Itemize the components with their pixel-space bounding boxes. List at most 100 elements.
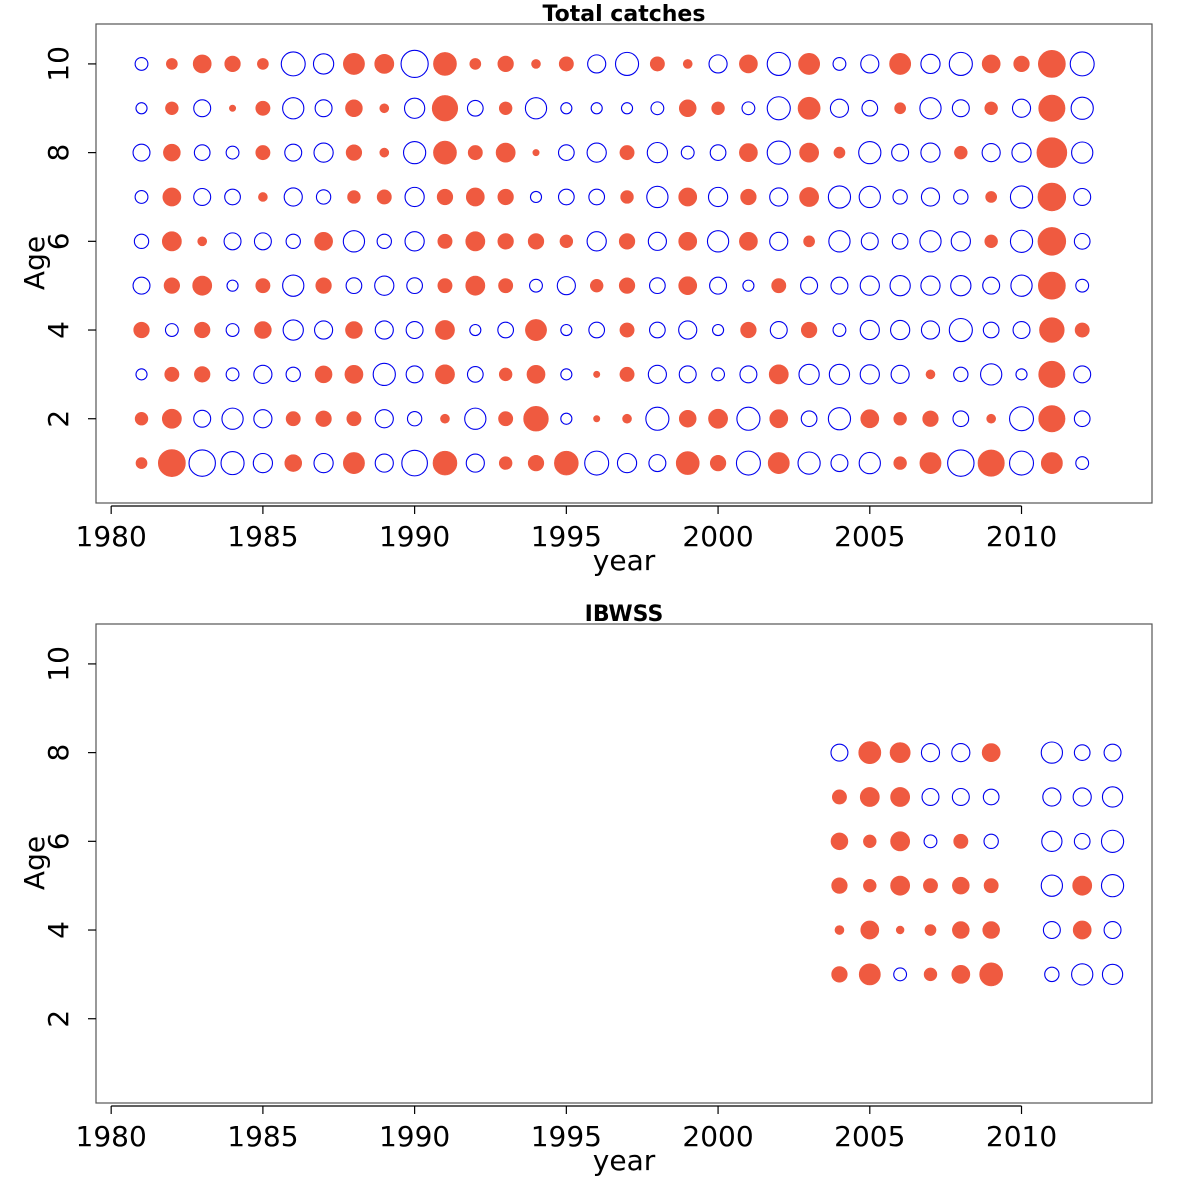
bubble-negative	[678, 365, 697, 384]
bubble-negative	[282, 319, 304, 341]
bubble-positive	[1039, 317, 1065, 343]
bubble-negative	[893, 967, 908, 982]
bubble-positive	[922, 410, 939, 427]
bubble-positive	[284, 454, 303, 472]
bubble-negative	[465, 453, 485, 473]
bubble-negative	[891, 143, 910, 162]
bubble-negative	[529, 190, 543, 204]
bubble-negative	[648, 454, 667, 473]
bubble-negative	[587, 54, 607, 74]
bubble-positive	[708, 408, 728, 429]
bubble-negative	[406, 277, 424, 295]
bubble-negative	[313, 142, 334, 163]
bubble-negative	[134, 56, 149, 71]
bubble-negative	[982, 321, 1000, 339]
bubble-positive	[830, 832, 849, 851]
bubble-negative	[225, 323, 240, 337]
bubble-negative	[858, 451, 881, 475]
bubble-positive	[678, 409, 697, 428]
bubble-negative	[193, 409, 212, 428]
bubble-positive	[711, 101, 725, 115]
bubble-positive	[952, 876, 970, 895]
bubble-negative	[769, 321, 788, 340]
bubble-negative	[1042, 921, 1061, 940]
bubble-negative	[497, 321, 515, 339]
bubble-positive	[740, 321, 757, 339]
plot-frame	[95, 23, 1153, 504]
bubble-negative	[469, 323, 482, 337]
bubble-negative	[952, 410, 970, 428]
bubble-negative	[1075, 278, 1090, 293]
bubble-positive	[559, 234, 574, 249]
bubble-positive	[531, 59, 541, 69]
bubble-positive	[767, 452, 790, 474]
bubble-marks	[830, 741, 1125, 987]
bubble-positive	[619, 145, 635, 161]
bubble-positive	[1037, 227, 1067, 256]
bubble-negative	[860, 232, 879, 251]
bubble-positive	[314, 231, 333, 251]
bubble-negative	[982, 788, 1000, 806]
bubble-negative	[827, 407, 852, 431]
bubble-negative	[405, 321, 424, 340]
bubble-positive	[1013, 55, 1030, 73]
bubble-positive	[620, 190, 634, 204]
bubble-positive	[984, 234, 998, 249]
bubble-positive	[497, 55, 514, 73]
bubble-negative	[374, 320, 394, 340]
bubble-positive	[376, 189, 392, 205]
bubble-negative	[225, 145, 240, 160]
bubble-positive	[740, 188, 757, 206]
bubble-negative	[1011, 98, 1032, 118]
bubble-negative	[1044, 966, 1060, 983]
bubble-negative	[1103, 921, 1122, 940]
bubble-positive	[1037, 50, 1066, 78]
bubble-negative	[1012, 321, 1031, 340]
bubble-negative	[253, 364, 273, 384]
bubble-negative	[950, 231, 971, 252]
bubble-positive	[831, 789, 847, 805]
bubble-positive	[192, 54, 212, 74]
bubble-positive	[497, 188, 514, 206]
chart-title: IBWSS	[585, 602, 664, 627]
bubble-positive	[469, 58, 482, 70]
bubble-negative	[220, 451, 245, 476]
axis-ticks: 1980 1985 1990 1995 2000 2005 2010 2 4 6 8 10	[42, 646, 1057, 1153]
x-tick-label: 2000	[682, 520, 753, 553]
bubble-positive	[798, 53, 821, 75]
bubble-negative	[1040, 874, 1064, 897]
bubble-negative	[164, 323, 179, 337]
bubble-positive	[347, 190, 361, 204]
bubble-positive	[890, 875, 911, 896]
bubble-negative	[376, 233, 392, 250]
bubble-negative	[590, 102, 603, 115]
bubble-negative	[404, 231, 425, 252]
bubble-positive	[833, 146, 846, 159]
bubble-positive	[343, 53, 365, 75]
bubble-negative	[647, 364, 667, 384]
bubble-positive	[979, 962, 1004, 987]
x-tick-label: 2000	[682, 1120, 753, 1153]
bubble-positive	[1038, 94, 1066, 122]
plot-frame	[95, 623, 1153, 1104]
bubble-negative	[223, 232, 242, 251]
bubble-positive	[165, 101, 179, 115]
bubble-negative	[403, 97, 426, 119]
bubble-positive	[983, 878, 999, 894]
bubble-positive	[593, 370, 601, 378]
bubble-negative	[560, 368, 573, 381]
bubble-negative	[711, 323, 725, 337]
bubble-positive	[977, 449, 1005, 477]
bubble-positive	[1037, 182, 1067, 212]
bubble-negative	[1008, 406, 1035, 432]
bubble-negative	[920, 187, 941, 207]
bubble-positive	[800, 321, 818, 339]
x-tick-label: 1985	[227, 520, 298, 553]
x-axis-title: year	[593, 544, 656, 577]
bubble-positive	[315, 410, 332, 427]
bubble-positive	[285, 411, 301, 427]
bubble-positive	[589, 278, 604, 293]
bubble-negative	[1101, 963, 1124, 986]
y-tick-label: 4	[42, 321, 75, 339]
